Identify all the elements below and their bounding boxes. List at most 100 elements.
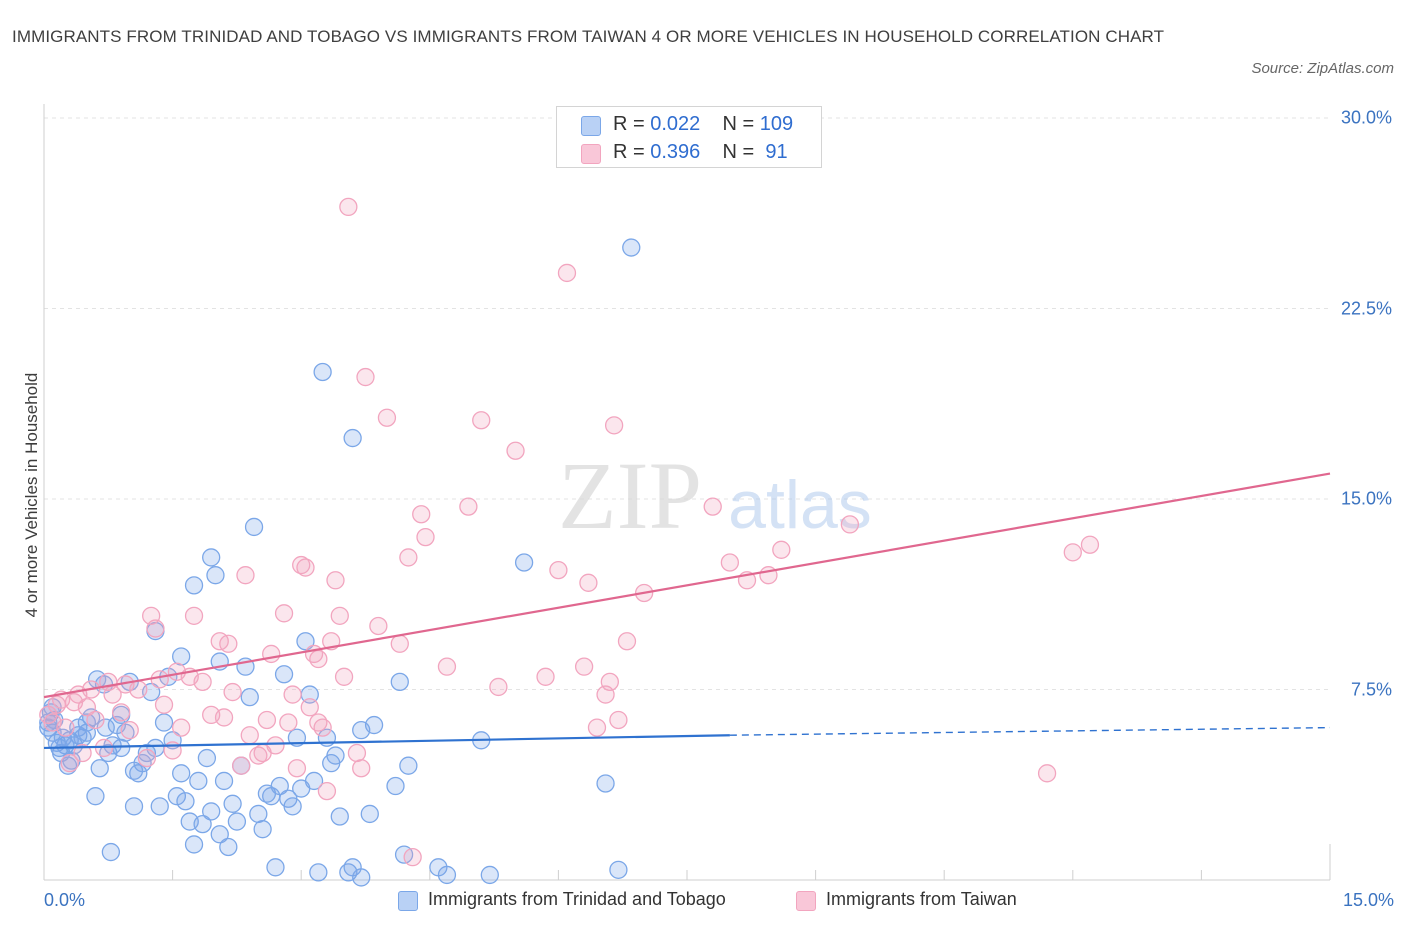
data-point: [253, 820, 272, 839]
y-tick-label: 22.5%: [1340, 298, 1392, 318]
data-point: [236, 566, 255, 585]
data-point: [399, 756, 418, 775]
data-point: [274, 665, 294, 684]
legend-swatch-trinidad: [581, 116, 601, 136]
data-point: [330, 807, 349, 826]
legend-r-label: R =: [613, 113, 645, 135]
data-point: [120, 720, 139, 740]
data-point: [137, 748, 157, 768]
data-point: [262, 644, 281, 664]
data-point: [609, 860, 628, 879]
data-point: [386, 776, 405, 796]
data-point: [1037, 764, 1057, 783]
data-point: [604, 416, 624, 435]
data-point: [300, 698, 319, 717]
data-point: [154, 695, 174, 714]
data-point: [77, 698, 97, 717]
series-1-points: [39, 197, 1100, 867]
chart-title: IMMIGRANTS FROM TRINIDAD AND TOBAGO VS I…: [12, 27, 1165, 46]
legend-n-value: 91: [759, 141, 788, 163]
data-point: [317, 781, 337, 801]
data-point: [506, 441, 525, 460]
data-point: [56, 718, 75, 737]
data-point: [360, 804, 379, 824]
data-point: [617, 632, 637, 651]
series-label-trinidad: Immigrants from Trinidad and Tobago: [428, 889, 726, 909]
data-point: [214, 708, 234, 727]
data-point: [579, 573, 598, 592]
data-point: [609, 710, 628, 730]
data-point: [287, 728, 307, 747]
legend-swatch-taiwan: [581, 144, 601, 164]
data-point: [223, 794, 242, 813]
data-point: [96, 718, 115, 737]
data-point: [403, 847, 422, 867]
data-point: [459, 497, 478, 516]
data-point: [257, 710, 277, 730]
data-point: [253, 743, 272, 763]
data-point: [390, 672, 409, 692]
data-point: [536, 667, 555, 686]
data-point: [112, 703, 131, 722]
data-point: [90, 759, 109, 778]
data-point: [1063, 543, 1082, 562]
data-point: [587, 718, 607, 737]
data-point: [343, 428, 362, 448]
data-point: [202, 802, 221, 821]
stats-legend: R = 0.022 N = 109 R = 0.396 N = 91: [556, 106, 822, 168]
data-point: [720, 553, 740, 572]
data-point: [600, 672, 619, 692]
data-point: [219, 837, 238, 857]
data-point: [622, 238, 641, 257]
data-point: [1080, 535, 1100, 554]
data-point: [227, 812, 247, 831]
data-point: [412, 505, 431, 524]
data-point: [356, 367, 375, 387]
data-point: [124, 797, 144, 816]
data-point: [150, 797, 169, 816]
series-label-taiwan: Immigrants from Taiwan: [826, 889, 1017, 909]
data-point: [73, 743, 92, 763]
data-point: [240, 726, 259, 745]
data-point: [232, 756, 251, 775]
data-point: [437, 865, 457, 885]
data-point: [283, 685, 302, 704]
data-point: [574, 657, 594, 676]
data-point: [240, 687, 259, 707]
watermark-atlas: atlas: [728, 467, 872, 543]
legend-n-value: 109: [759, 113, 794, 135]
data-point: [202, 548, 221, 567]
y-tick-label: 30.0%: [1340, 107, 1392, 128]
data-point: [399, 548, 418, 567]
data-point: [279, 713, 298, 732]
watermark: ZIP atlas: [558, 442, 872, 549]
data-point: [369, 616, 388, 636]
data-point: [172, 647, 191, 666]
data-point: [266, 858, 285, 877]
data-point: [274, 604, 294, 623]
data-point: [176, 792, 195, 811]
data-point: [101, 842, 121, 862]
trend-extension-0: [729, 726, 1331, 736]
data-point: [352, 720, 371, 740]
trend-line-0: [43, 734, 730, 750]
data-point: [309, 863, 328, 882]
data-point: [86, 787, 105, 806]
data-point: [304, 771, 324, 791]
data-point: [330, 606, 349, 625]
data-point: [480, 865, 499, 885]
y-tick-label: 7.5%: [1350, 679, 1392, 699]
data-point: [184, 835, 204, 854]
data-point: [347, 743, 367, 763]
data-point: [309, 649, 328, 669]
data-point: [549, 560, 568, 580]
data-point: [150, 670, 169, 689]
data-point: [296, 558, 315, 577]
data-point: [167, 787, 187, 806]
data-point: [352, 759, 371, 778]
chart-source: Source: ZipAtlas.com: [1251, 60, 1394, 77]
data-point: [214, 771, 234, 791]
data-point: [154, 713, 174, 732]
data-point: [772, 540, 791, 559]
series-swatch-taiwan: [796, 891, 816, 911]
